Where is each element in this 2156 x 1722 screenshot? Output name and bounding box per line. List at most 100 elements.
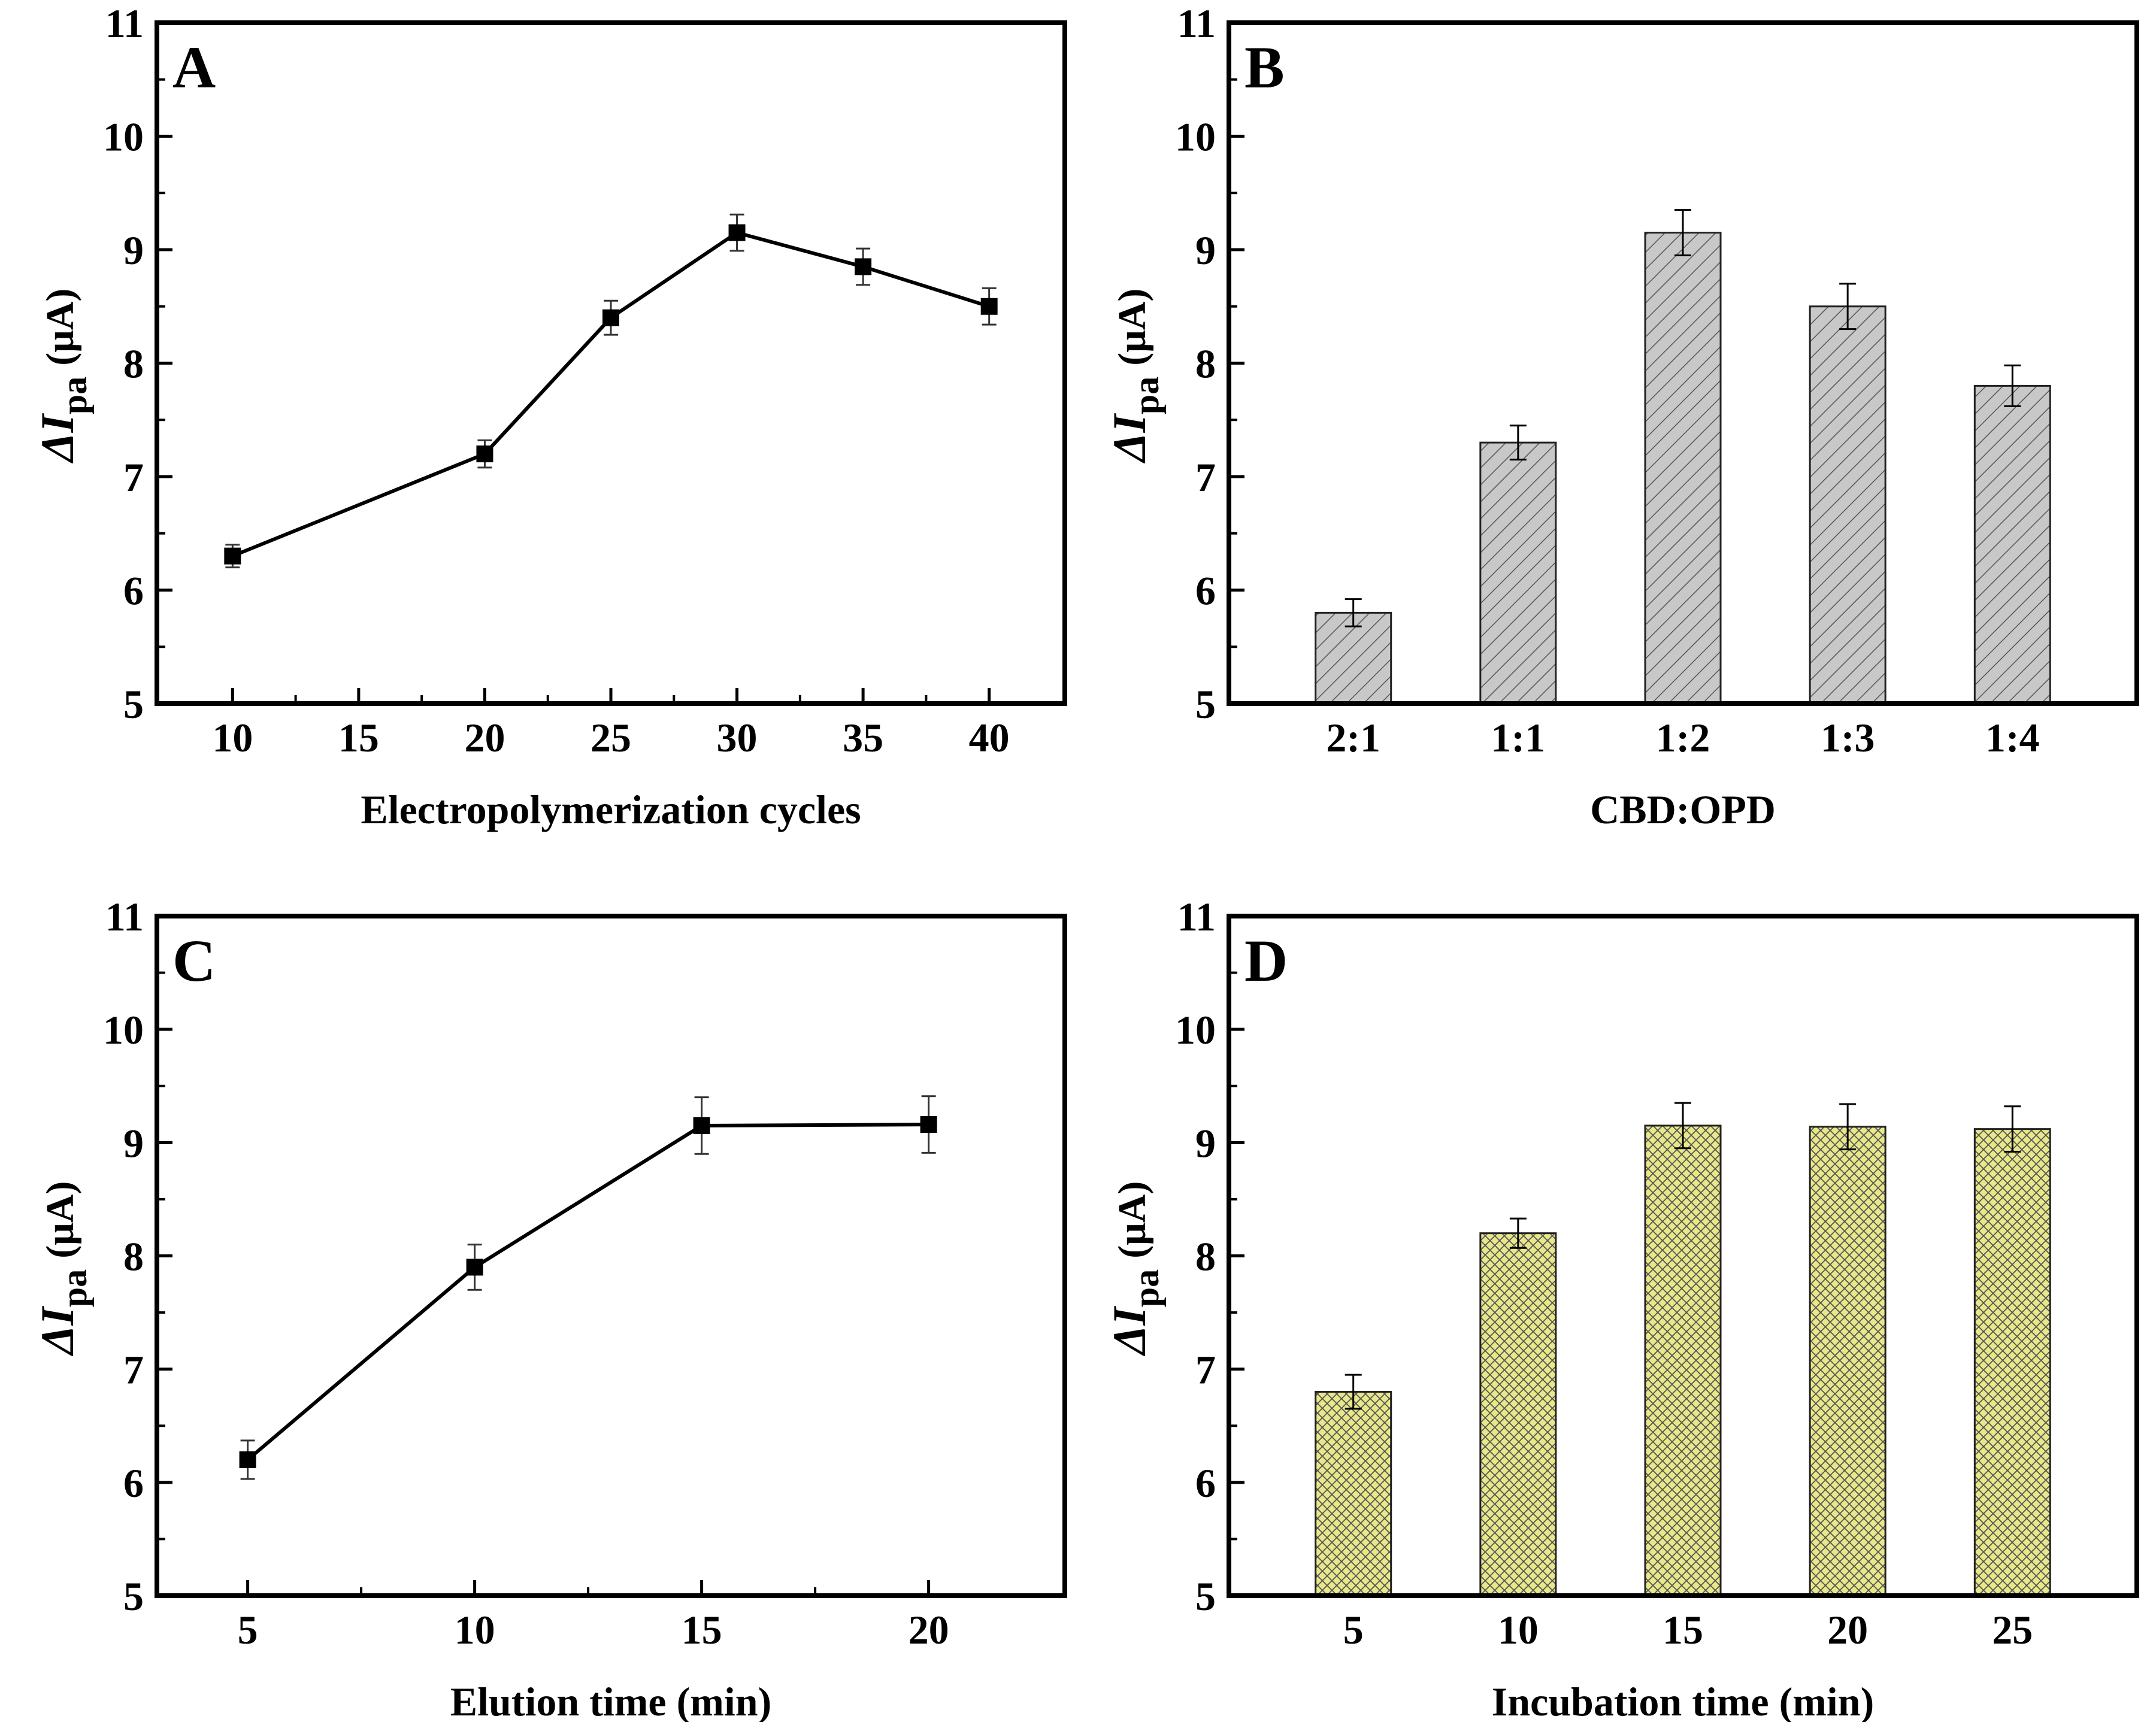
data-point [920, 1116, 937, 1133]
panel-letter-d: D [1244, 927, 1288, 994]
data-point [855, 258, 872, 275]
x-tick-label: 2:1 [1326, 715, 1380, 760]
data-point [728, 224, 746, 241]
y-axis-subscript: pa [54, 377, 94, 414]
y-tick-label: 5 [1195, 681, 1216, 727]
x-tick-label: 15 [682, 1607, 722, 1653]
panel-letter-b: B [1244, 34, 1285, 101]
plot-frame [155, 20, 1067, 706]
y-tick-label: 7 [1195, 454, 1216, 500]
y-tick-label: 7 [123, 1347, 144, 1393]
y-axis-symbol: ΔI [1103, 413, 1155, 463]
y-axis-unit: (μA) [38, 1181, 82, 1259]
panel-a: 5 6 7 8 9 10 11 10 15 20 25 30 35 40 A Electropolymeriz… [31, 1, 1067, 832]
x-tick-label: 5 [238, 1607, 258, 1653]
bar [1479, 1232, 1557, 1597]
y-tick-label: 9 [123, 1120, 144, 1166]
panel-letter-c: C [172, 927, 216, 994]
bar [1479, 441, 1557, 705]
y-axis-subscript: pa [1127, 377, 1166, 414]
x-tick-label: 10 [455, 1607, 495, 1653]
bar [1973, 1128, 2051, 1597]
y-tick-label: 8 [123, 1234, 144, 1280]
y-tick-label: 6 [1195, 1460, 1216, 1506]
y-tick-label: 10 [1175, 1007, 1216, 1053]
data-point [693, 1117, 710, 1134]
y-axis-unit: (μA) [1110, 289, 1154, 366]
x-axis-title: Incubation time (min) [1492, 1679, 1874, 1722]
y-tick-label: 10 [103, 114, 144, 160]
x-tick-label: 30 [717, 715, 758, 760]
bar [1315, 1391, 1392, 1597]
x-tick-label: 1:4 [1985, 715, 2040, 760]
x-tick-label: 35 [843, 715, 883, 760]
y-tick-label: 8 [1195, 341, 1216, 387]
series-line [232, 231, 990, 558]
x-tick-label: 20 [909, 1607, 949, 1653]
y-tick-label: 5 [123, 1574, 144, 1619]
bar [1809, 305, 1886, 705]
y-tick-label: 5 [1195, 1574, 1216, 1619]
y-tick-label: 11 [1177, 1, 1216, 46]
y-tick-label: 9 [123, 228, 144, 273]
data-point [602, 309, 619, 326]
y-tick-label: 6 [1195, 568, 1216, 614]
y-tick-label: 7 [123, 454, 144, 500]
plot-frame [155, 914, 1067, 1598]
y-tick-label: 9 [1195, 1120, 1216, 1166]
x-tick-label: 10 [1498, 1607, 1539, 1653]
panel-letter-a: A [172, 34, 216, 101]
x-tick-label: 15 [338, 715, 379, 760]
bar [1315, 611, 1392, 705]
x-tick-label: 20 [1827, 1607, 1868, 1653]
x-tick-label: 10 [212, 715, 253, 760]
y-tick-label: 8 [123, 341, 144, 387]
y-axis-unit: (μA) [38, 289, 82, 366]
y-axis-title: ΔIpa (μA) [31, 289, 94, 464]
y-axis-unit: (μA) [1110, 1181, 1154, 1259]
x-tick-label: 25 [591, 715, 631, 760]
x-tick-label: 20 [464, 715, 505, 760]
y-tick-label: 10 [1175, 114, 1216, 160]
y-tick-label: 6 [123, 568, 144, 614]
data-point [224, 547, 241, 565]
series-line [246, 1123, 929, 1462]
y-tick-label: 7 [1195, 1347, 1216, 1393]
x-tick-label: 1:1 [1491, 715, 1546, 760]
bar [1973, 384, 2051, 705]
y-axis-subscript: pa [54, 1269, 94, 1307]
y-axis-symbol: ΔI [31, 413, 83, 463]
y-axis-title: ΔIpa (μA) [1103, 1181, 1166, 1357]
x-tick-label: 1:2 [1656, 715, 1710, 760]
panel-c: 5 6 7 8 9 10 11 5 10 15 20 C Elution time (min) ΔIpa (… [31, 894, 1067, 1722]
x-tick-label: 25 [1992, 1607, 2033, 1653]
y-tick-label: 8 [1195, 1234, 1216, 1280]
y-tick-label: 5 [123, 681, 144, 727]
data-point [980, 298, 998, 315]
data-point [466, 1259, 483, 1276]
panel-b: 5 6 7 8 9 10 11 2:1 1:1 1:2 1:3 1:4 B CBD:OPD ΔIpa (μA) [1103, 1, 2139, 832]
plot-frame [1227, 20, 2139, 706]
y-tick-label: 11 [105, 894, 144, 939]
panel-d: 5 6 7 8 9 10 11 5 10 15 20 25 D Incubation time (min)… [1103, 894, 2139, 1722]
x-tick-label: 5 [1343, 1607, 1364, 1653]
y-tick-label: 11 [105, 1, 144, 46]
y-axis-title: ΔIpa (μA) [1103, 289, 1166, 464]
bar [1644, 232, 1722, 705]
y-axis-subscript: pa [1127, 1269, 1166, 1307]
y-tick-label: 6 [123, 1460, 144, 1506]
y-tick-label: 11 [1177, 894, 1216, 939]
x-tick-label: 15 [1663, 1607, 1703, 1653]
y-axis-symbol: ΔI [1103, 1305, 1155, 1356]
data-point [239, 1451, 256, 1468]
bar [1644, 1124, 1722, 1597]
bar [1809, 1126, 1886, 1597]
x-axis-title: Elution time (min) [450, 1679, 771, 1722]
x-axis-title: Electropolymerization cycles [361, 787, 861, 832]
y-axis-title: ΔIpa (μA) [31, 1181, 94, 1357]
data-point [476, 445, 493, 463]
x-tick-label: 1:3 [1821, 715, 1875, 760]
x-axis-title: CBD:OPD [1590, 787, 1776, 832]
y-tick-label: 9 [1195, 228, 1216, 273]
